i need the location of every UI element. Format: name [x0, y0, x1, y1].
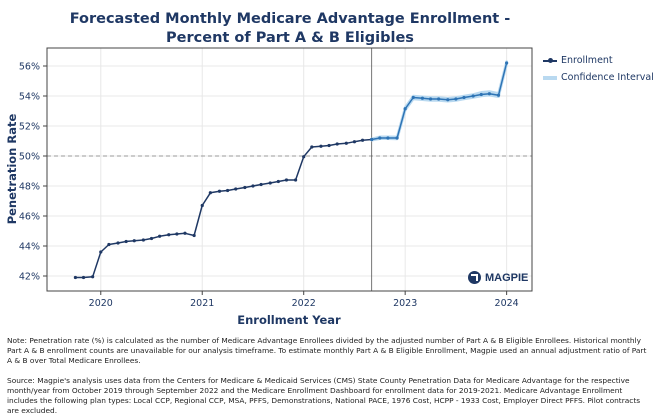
x-axis-label: Enrollment Year	[237, 313, 341, 327]
chart-title-line1: Forecasted Monthly Medicare Advantage En…	[69, 11, 511, 27]
legend-swatch-confidence-interval	[543, 75, 557, 80]
forecast-point	[395, 136, 399, 140]
enrollment-point	[344, 141, 348, 145]
forecast-point	[403, 107, 407, 111]
enrollment-point	[360, 138, 365, 142]
x-tick-label: 2021	[190, 298, 214, 309]
reference-line-group	[47, 48, 532, 291]
enrollment-point	[251, 184, 255, 188]
y-tick-label: 56%	[19, 62, 40, 73]
forecast-point	[487, 92, 491, 96]
forecast-point	[378, 136, 382, 140]
enrollment-point	[149, 236, 154, 241]
forecast-point	[446, 98, 450, 102]
y-tick-label: 50%	[19, 152, 40, 163]
forecast-point	[370, 137, 374, 142]
enrollment-point	[335, 142, 339, 146]
forecast-point	[496, 93, 501, 97]
enrollment-point	[183, 231, 187, 235]
legend: Enrollment Confidence Interval	[543, 52, 654, 86]
forecast-point	[386, 136, 390, 140]
magpie-logo-icon	[468, 271, 481, 284]
x-tick-label: 2020	[89, 298, 113, 309]
methodology-note: Note: Penetration rate (%) is calculated…	[7, 336, 647, 365]
y-tick-label: 54%	[19, 92, 40, 103]
magpie-logo-text: MAGPIE	[485, 271, 529, 284]
confidence-band	[370, 60, 508, 142]
y-tick-label: 44%	[19, 242, 40, 253]
enrollment-point	[175, 232, 179, 236]
enrollment-point	[124, 239, 128, 244]
grid-lines	[47, 48, 532, 291]
enrollment-point	[217, 189, 222, 193]
enrollment-line	[75, 138, 372, 279]
enrollment-point	[234, 187, 238, 191]
legend-item-confidence-interval: Confidence Interval	[543, 69, 654, 86]
forecast-point	[420, 96, 425, 100]
enrollment-point	[81, 275, 86, 280]
y-tick-label: 46%	[19, 212, 40, 223]
enrollment-point	[200, 203, 204, 208]
axes-group: 42% 44% 46% 48% 50% 52% 54% 56% 2020 2021 2022 2023…	[19, 47, 533, 309]
enrollment-point	[243, 185, 247, 190]
enrollment-point	[284, 178, 289, 182]
enrollment-point	[226, 188, 230, 193]
enrollment-point	[268, 181, 272, 185]
x-tick-label: 2024	[495, 298, 519, 309]
x-tick-label: 2022	[292, 298, 316, 309]
chart-title: Forecasted Monthly Medicare Advantage En…	[0, 10, 580, 48]
enrollment-point	[158, 234, 162, 238]
plot-frame	[46, 47, 533, 292]
enrollment-point	[91, 275, 95, 279]
forecast-point	[454, 97, 458, 101]
enrollment-point	[107, 242, 111, 247]
legend-label-enrollment: Enrollment	[561, 55, 613, 66]
legend-swatch-enrollment	[543, 58, 557, 63]
forecast-point	[428, 97, 433, 101]
forecast-point	[437, 97, 441, 101]
chart-title-line2: Percent of Part A & B Eligibles	[166, 30, 414, 46]
enrollment-point	[192, 233, 196, 238]
enrollment-point	[327, 143, 331, 148]
x-tick-label: 2023	[393, 298, 417, 309]
y-tick-label: 48%	[19, 182, 40, 193]
series-group	[73, 61, 509, 280]
penetration-rate-chart: 42% 44% 46% 48% 50% 52% 54% 56% 2020 2021 2022 2023…	[5, 47, 533, 327]
enrollment-point	[73, 275, 78, 280]
enrollment-point	[302, 155, 306, 159]
y-tick-label: 42%	[19, 272, 40, 283]
forecast-point	[411, 95, 415, 100]
enrollment-point	[208, 191, 212, 195]
enrollment-point	[319, 144, 323, 148]
enrollment-point	[310, 145, 314, 149]
enrollment-point	[259, 182, 263, 187]
enrollment-point	[132, 239, 136, 243]
y-axis-label: Penetration Rate	[5, 114, 19, 225]
enrollment-point	[352, 140, 357, 144]
forecast-point	[479, 92, 483, 97]
forecast-point	[462, 95, 466, 100]
legend-item-enrollment: Enrollment	[543, 52, 654, 69]
enrollment-point	[276, 179, 280, 184]
enrollment-point	[167, 233, 171, 237]
y-tick-label: 52%	[19, 122, 40, 133]
enrollment-point	[116, 241, 120, 245]
magpie-logo: MAGPIE	[468, 271, 528, 284]
enrollment-point	[293, 178, 298, 182]
enrollment-point	[99, 250, 103, 254]
forecast-point	[471, 94, 475, 98]
enrollment-point	[141, 238, 145, 242]
source-note: Source: Magpie's analysis uses data from…	[7, 376, 641, 415]
confidence-band-group	[370, 60, 508, 142]
forecast-point	[505, 61, 509, 65]
legend-label-confidence-interval: Confidence Interval	[561, 72, 654, 83]
